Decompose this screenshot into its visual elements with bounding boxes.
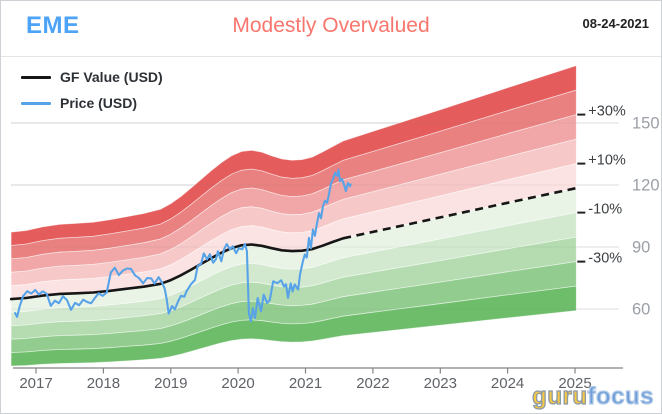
x-axis-label: 2025 — [558, 375, 591, 392]
gf-value-line-swatch — [21, 75, 51, 79]
x-axis-label: 2024 — [491, 375, 524, 392]
gurufocus-logo[interactable]: gurufocus — [532, 383, 655, 410]
band-label: -10% — [588, 202, 622, 218]
legend-label-price: Price (USD) — [60, 95, 138, 111]
legend-label-gf-value: GF Value (USD) — [60, 69, 163, 85]
y-axis-label: 150 — [632, 115, 660, 133]
valuation-status-title: Modestly Overvalued — [232, 14, 430, 37]
chart-legend: GF Value (USD) Price (USD) — [21, 64, 163, 116]
price-line-swatch — [21, 101, 51, 105]
y-axis-label: 90 — [632, 239, 650, 257]
x-axis-label: 2022 — [356, 375, 389, 392]
ticker-symbol[interactable]: EME — [26, 12, 80, 39]
legend-item-gf-value[interactable]: GF Value (USD) — [21, 64, 163, 90]
x-axis-label: 2018 — [87, 375, 120, 392]
gurufocus-logo-guru: guru — [532, 383, 588, 410]
y-axis-label: 120 — [632, 177, 660, 195]
band-label: +30% — [588, 104, 626, 120]
x-axis-label: 2021 — [289, 375, 322, 392]
price-line — [14, 168, 352, 323]
x-axis-label: 2020 — [221, 375, 254, 392]
gurufocus-logo-focus: focus — [587, 383, 654, 410]
y-axis-label: 60 — [632, 301, 650, 319]
gf-value-line — [9, 237, 345, 301]
x-axis-label: 2017 — [19, 375, 52, 392]
gf-value-projection-line — [342, 186, 577, 240]
chart-date: 08-24-2021 — [582, 16, 650, 31]
header-divider — [1, 56, 661, 57]
band-label: -30% — [588, 251, 622, 267]
x-axis-label: 2023 — [424, 375, 457, 392]
chart-header: EME Modestly Overvalued 08-24-2021 — [1, 1, 661, 55]
band-label: +10% — [588, 153, 626, 169]
x-axis-label: 2019 — [154, 375, 187, 392]
legend-item-price[interactable]: Price (USD) — [21, 90, 163, 116]
valuation-band — [10, 285, 577, 367]
